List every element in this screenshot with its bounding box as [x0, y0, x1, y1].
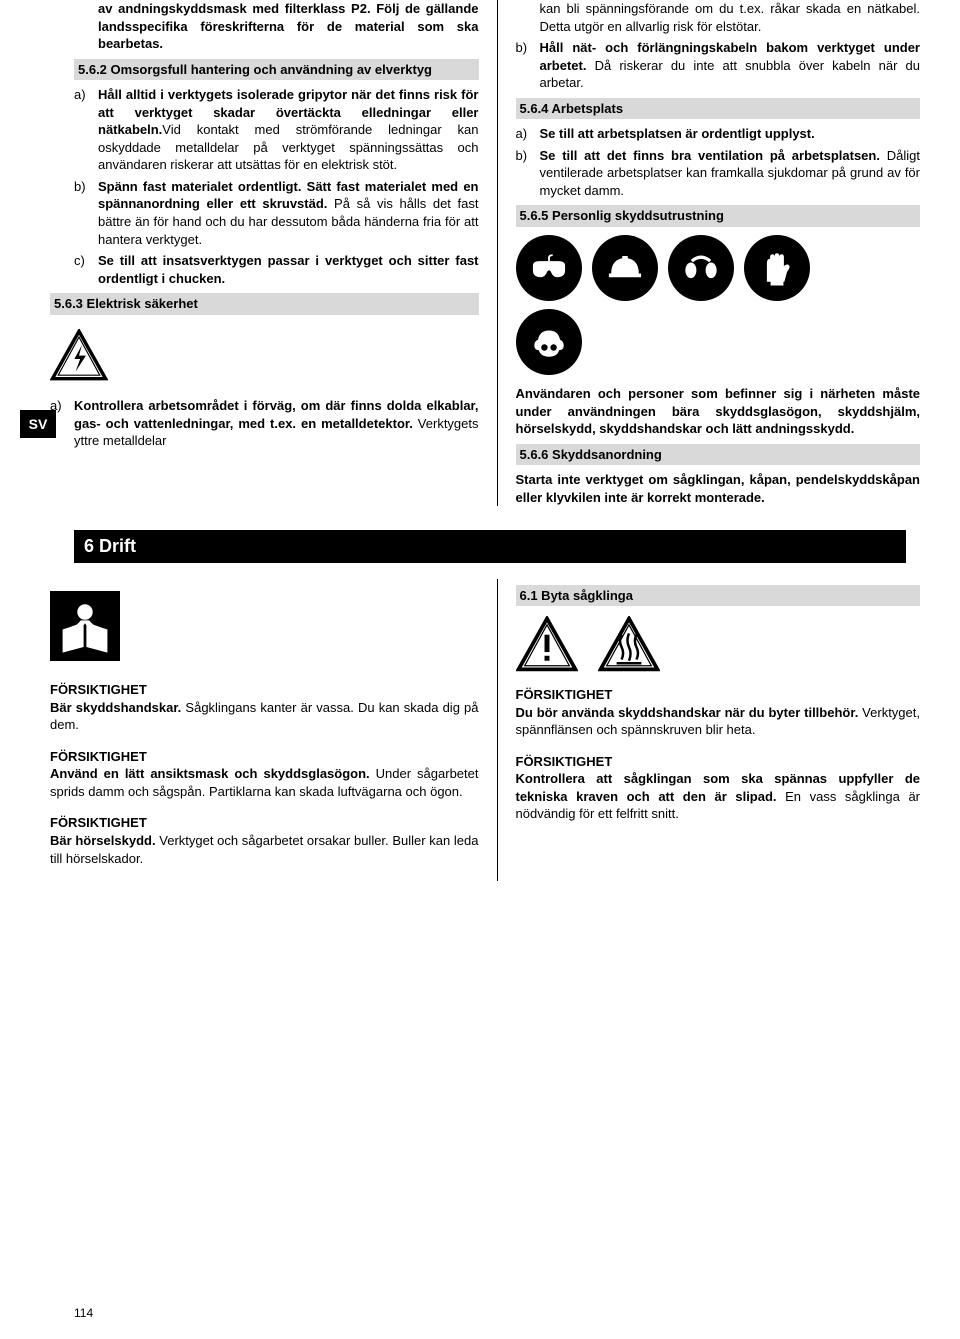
- heading-563: 5.6.3 Elektrisk säkerhet: [50, 293, 479, 315]
- drift-left: FÖRSIKTIGHET Bär skyddshandskar. Sågklin…: [20, 579, 498, 881]
- gloves-icon: [744, 235, 810, 301]
- heading-565: 5.6.5 Personlig skyddsutrustning: [516, 205, 921, 227]
- text-564a: Se till att arbetsplatsen är ordentligt …: [540, 126, 815, 141]
- top-left-column: av andningskyddsmask med filterklass P2.…: [20, 0, 498, 506]
- warning-triangles: [516, 616, 921, 672]
- heading-566: 5.6.6 Skyddsanordning: [516, 444, 921, 466]
- language-tab: SV: [20, 410, 56, 438]
- caution-1: FÖRSIKTIGHET Bär skyddshandskar. Sågklin…: [50, 681, 479, 734]
- top-columns: av andningskyddsmask med filterklass P2.…: [20, 0, 940, 506]
- caution-3-label: FÖRSIKTIGHET: [50, 814, 479, 832]
- drift-right: 6.1 Byta sågklinga FÖRS: [498, 579, 941, 881]
- heading-61: 6.1 Byta sågklinga: [516, 585, 921, 607]
- caution-r2-label: FÖRSIKTIGHET: [516, 753, 921, 771]
- caution-r1: FÖRSIKTIGHET Du bör använda skyddshandsk…: [516, 686, 921, 739]
- marker-564a: a): [516, 125, 540, 143]
- caution-2-label: FÖRSIKTIGHET: [50, 748, 479, 766]
- caution-2-bold: Använd en lätt ansiktsmask och skyddsgla…: [50, 766, 370, 781]
- caution-r1-label: FÖRSIKTIGHET: [516, 686, 921, 704]
- marker-a: a): [74, 86, 98, 174]
- ppe-icons-row2: [516, 309, 921, 375]
- ppe-text: Användaren och personer som befinner sig…: [516, 385, 921, 438]
- marker-c: c): [74, 252, 98, 287]
- read-manual-icon: [50, 591, 120, 661]
- general-warning-icon: [516, 616, 578, 672]
- item-right-b: b) Håll nät- och förlängningskabeln bako…: [516, 39, 921, 92]
- caution-3: FÖRSIKTIGHET Bär hörselskydd. Verktyget …: [50, 814, 479, 867]
- helmet-icon: [592, 235, 658, 301]
- item-563a: a) Kontrollera arbetsområdet i förväg, o…: [50, 397, 479, 450]
- marker-rb: b): [516, 39, 540, 92]
- item-564a: a) Se till att arbetsplatsen är ordentli…: [516, 125, 921, 143]
- hearing-icon: [668, 235, 734, 301]
- item-564b: b) Se till att det finns bra ventilation…: [516, 147, 921, 200]
- chapter-6-heading: 6 Drift: [74, 530, 906, 562]
- caution-1-label: FÖRSIKTIGHET: [50, 681, 479, 699]
- caution-1-bold: Bär skyddshandskar.: [50, 700, 181, 715]
- heading-562: 5.6.2 Omsorgsfull hantering och användni…: [74, 59, 479, 81]
- electrical-warning-icon: [50, 329, 108, 381]
- item-562c: c) Se till att insatsverktygen passar i …: [74, 252, 479, 287]
- guard-text: Starta inte verktyget om sågklingan, kåp…: [516, 471, 921, 506]
- goggles-icon: [516, 235, 582, 301]
- marker-564b: b): [516, 147, 540, 200]
- hot-surface-warning-icon: [598, 616, 660, 672]
- intro-cont: av andningskyddsmask med filterklass P2.…: [74, 0, 479, 53]
- caution-2: FÖRSIKTIGHET Använd en lätt ansiktsmask …: [50, 748, 479, 801]
- heading-564: 5.6.4 Arbetsplats: [516, 98, 921, 120]
- text-562c-bold: Se till att insatsverktygen passar i ver…: [98, 253, 479, 286]
- caution-r1-bold: Du bör använda skyddshandskar när du byt…: [516, 705, 859, 720]
- drift-columns: FÖRSIKTIGHET Bär skyddshandskar. Sågklin…: [20, 579, 940, 881]
- ppe-icons-row1: [516, 235, 921, 301]
- item-562a: a) Håll alltid i verktygets isolerade gr…: [74, 86, 479, 174]
- top-right-column: kan bli spänningsförande om du t.ex. råk…: [498, 0, 941, 506]
- right-cont: kan bli spänningsförande om du t.ex. råk…: [516, 0, 921, 35]
- respirator-icon: [516, 309, 582, 375]
- item-562b: b) Spänn fast materialet ordentligt. Sät…: [74, 178, 479, 248]
- text-564b-bold: Se till att det finns bra ventilation på…: [540, 148, 880, 163]
- caution-r2: FÖRSIKTIGHET Kontrollera att sågklingan …: [516, 753, 921, 823]
- caution-3-bold: Bär hörselskydd.: [50, 833, 156, 848]
- marker-b: b): [74, 178, 98, 248]
- text-rb-rest: Då riskerar du inte att snubbla över kab…: [540, 58, 921, 91]
- page-number: 114: [74, 1305, 93, 1321]
